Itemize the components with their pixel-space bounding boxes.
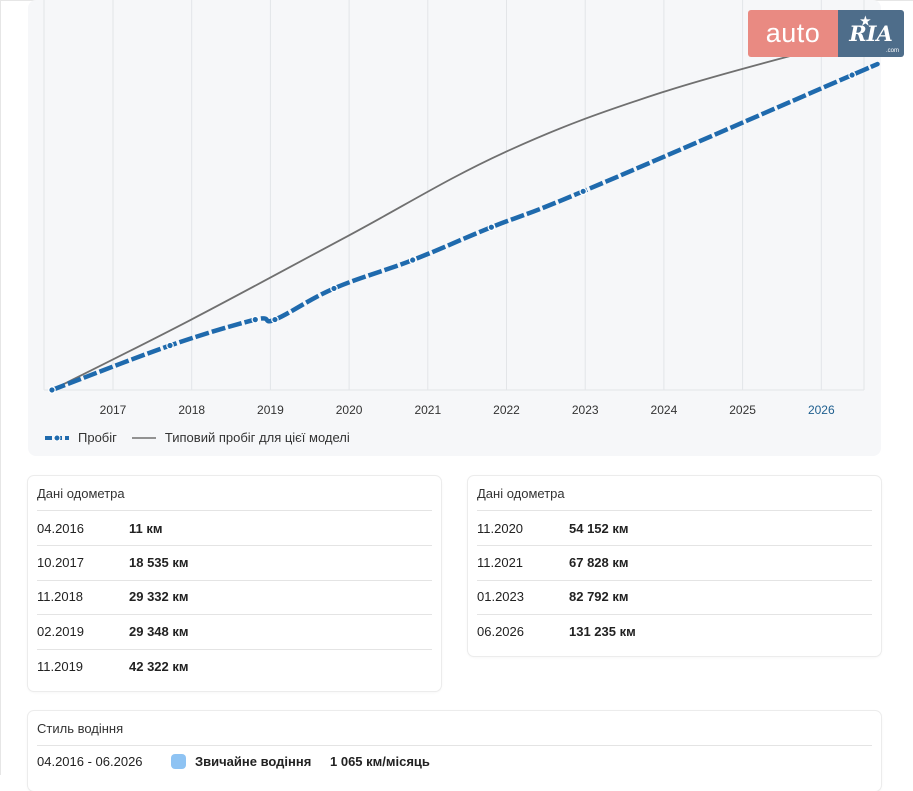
odometer-value: 11 км [129, 521, 163, 536]
logo-ria-text: RIA [849, 21, 893, 46]
odometer-card-left: Дані одометра 04.2016 11 км 10.2017 18 5… [28, 476, 441, 691]
x-tick-label: 2017 [100, 403, 127, 417]
x-tick-label: 2024 [651, 403, 678, 417]
row-divider [37, 614, 432, 615]
mileage-point [330, 284, 338, 293]
x-tick-label: 2020 [336, 403, 363, 417]
odometer-value: 18 535 км [129, 555, 189, 570]
driving-style-title: Стиль водіння [37, 721, 124, 736]
row-divider [37, 649, 432, 650]
driving-style-label: Звичайне водіння [195, 754, 312, 769]
mileage-point [166, 341, 174, 350]
mileage-point [48, 386, 56, 394]
x-tick-label: 2019 [257, 403, 284, 417]
mileage-point [579, 187, 588, 196]
chart-legend: Пробіг Типовий пробіг для цієї моделі [44, 430, 364, 445]
row-divider [477, 510, 872, 511]
odometer-row: 04.2016 11 км [28, 511, 441, 545]
mileage-point [487, 223, 496, 232]
x-tick-label: 2021 [414, 403, 441, 417]
row-divider [477, 580, 872, 581]
odometer-date: 04.2016 [37, 521, 84, 536]
typical-legend-swatch [131, 436, 156, 439]
driving-style-rate: 1 065 км/місяць [330, 754, 430, 769]
driving-style-period: 04.2016 - 06.2026 [37, 754, 143, 769]
x-tick-label: 2018 [178, 403, 205, 417]
odometer-title-left: Дані одометра [37, 486, 125, 501]
mileage-point [848, 71, 856, 79]
driving-style-card: Стиль водіння 04.2016 - 06.2026 Звичайне… [28, 711, 881, 791]
odometer-value: 29 348 км [129, 624, 189, 639]
legend-item-mileage[interactable]: Пробіг [44, 430, 117, 445]
odometer-title-right: Дані одометра [477, 486, 565, 501]
row-divider [37, 580, 432, 581]
odometer-row: 06.2026 131 235 км [468, 615, 881, 649]
row-divider [37, 745, 872, 746]
odometer-value: 131 235 км [569, 624, 636, 639]
typical-mileage-line [51, 38, 853, 391]
row-divider [37, 545, 432, 546]
logo-star-icon: ★ [860, 14, 871, 28]
odometer-row: 10.2017 18 535 км [28, 546, 441, 580]
odometer-value: 67 828 км [569, 555, 629, 570]
odometer-value: 29 332 км [129, 589, 189, 604]
mileage-point [271, 315, 279, 324]
odometer-card-right: Дані одометра 11.2020 54 152 км 11.2021 … [468, 476, 881, 656]
logo-com-text: .com [885, 48, 899, 54]
autoria-logo: auto ★ RIA .com [748, 10, 904, 57]
mileage-point [408, 256, 417, 264]
mileage-line [51, 61, 880, 393]
odometer-date: 11.2021 [477, 555, 524, 570]
x-tick-label: 2022 [493, 403, 520, 417]
driving-style-color-swatch [171, 754, 186, 769]
frame-left-border [0, 0, 1, 775]
mileage-point [251, 315, 260, 324]
mileage-chart: 2017 2018 2019 2020 2021 2022 2023 2024 2025 2026 [43, 0, 880, 417]
odometer-row: 02.2019 29 348 км [28, 615, 441, 649]
odometer-date: 10.2017 [37, 555, 84, 570]
odometer-date: 11.2020 [477, 521, 524, 536]
mileage-legend-swatch [45, 434, 69, 441]
row-divider [37, 510, 432, 511]
x-tick-label: 2026 [808, 403, 835, 417]
odometer-date: 02.2019 [37, 624, 84, 639]
odometer-value: 42 322 км [129, 659, 189, 674]
row-divider [477, 545, 872, 546]
legend-label-mileage: Пробіг [78, 430, 117, 445]
odometer-row: 11.2018 29 332 км [28, 581, 441, 615]
mileage-chart-card [28, 0, 881, 456]
legend-label-typical: Типовий пробіг для цієї моделі [164, 430, 350, 445]
logo-auto-text: auto [748, 10, 838, 57]
odometer-row: 01.2023 82 792 км [468, 581, 881, 615]
odometer-date: 11.2018 [37, 589, 84, 604]
legend-item-typical[interactable]: Типовий пробіг для цієї моделі [131, 430, 350, 445]
x-tick-label: 2023 [572, 403, 599, 417]
odometer-value: 82 792 км [569, 589, 629, 604]
odometer-date: 11.2019 [37, 659, 84, 674]
logo-ria-block: ★ RIA .com [838, 10, 904, 57]
odometer-row: 11.2019 42 322 км [28, 650, 441, 684]
row-divider [477, 614, 872, 615]
x-tick-label: 2025 [729, 403, 756, 417]
odometer-date: 01.2023 [477, 589, 524, 604]
odometer-row: 11.2020 54 152 км [468, 511, 881, 545]
odometer-row: 11.2021 67 828 км [468, 546, 881, 580]
odometer-value: 54 152 км [569, 521, 629, 536]
odometer-date: 06.2026 [477, 624, 524, 639]
